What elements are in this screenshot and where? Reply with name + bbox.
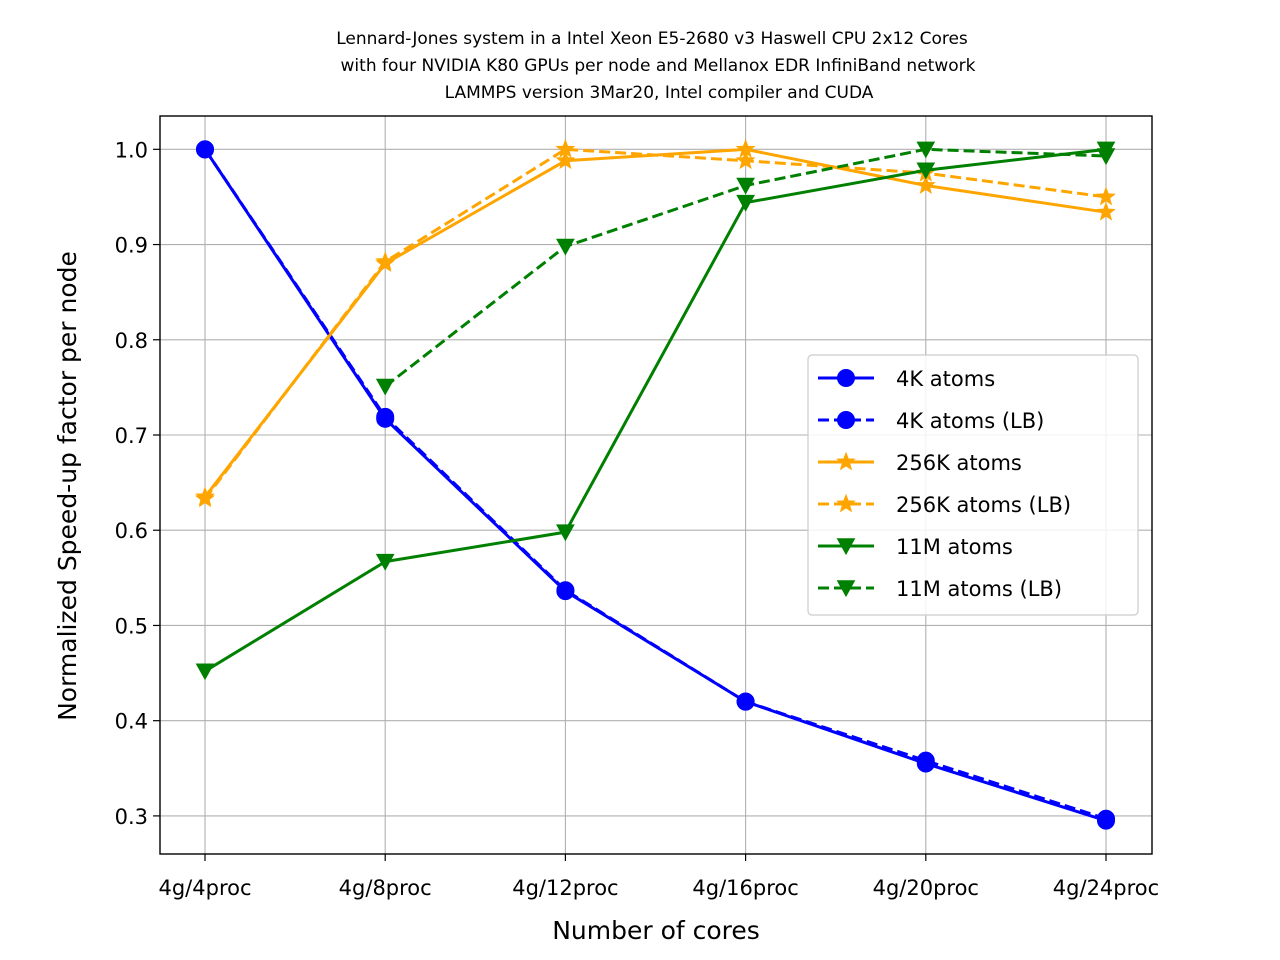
x-axis-label: Number of cores [552,916,760,945]
data-point [916,751,935,770]
series-layer [195,138,1116,830]
data-point [375,553,395,571]
legend-entry: 256K atoms (LB) [818,493,1071,517]
data-point [1096,186,1116,206]
legend-marker [837,369,855,387]
x-tick-label: 4g/12proc [512,876,618,900]
data-point [375,378,395,396]
y-tick-label: 0.9 [115,234,148,258]
legend-label: 256K atoms (LB) [896,493,1071,517]
legend-entry: 11M atoms [818,535,1013,559]
legend-label: 4K atoms (LB) [896,409,1044,433]
data-point [916,162,936,180]
data-point [736,194,755,212]
title-line-3: LAMMPS version 3Mar20, Intel compiler an… [445,83,874,103]
data-point [736,692,755,711]
x-tick-label: 4g/24proc [1053,876,1159,900]
legend-entry: 256K atoms [818,451,1022,475]
data-point [556,581,575,600]
legend-marker [837,411,855,429]
y-tick-label: 0.6 [115,519,148,543]
data-point [376,407,395,426]
legend-label: 11M atoms (LB) [896,577,1062,601]
y-tick-label: 0.3 [115,805,148,829]
ticks: 4g/4proc 4g/8proc 4g/12proc 4g/16proc 4g/20p… [115,138,1160,900]
data-point [916,141,936,159]
x-tick-label: 4g/20proc [873,876,979,900]
data-point [735,150,756,170]
series-line [204,147,1107,673]
data-point [915,175,936,194]
data-point [1096,201,1116,221]
legend-label: 11M atoms [896,535,1013,559]
y-tick-label: 0.4 [115,710,148,734]
plot-frame [159,115,1153,855]
x-tick-label: 4g/8proc [339,876,432,900]
chart-title: Lennard-Jones system in a Intel Xeon E5-… [336,29,975,103]
title-line-2: with four NVIDIA K80 GPUs per node and M… [341,56,976,76]
data-point [196,140,214,159]
legend: 4K atoms 4K atoms (LB) 256K atoms 256K atom… [807,354,1139,616]
legend-marker [836,538,856,556]
data-point [1096,148,1116,166]
data-point [195,488,215,508]
x-tick-label: 4g/4proc [158,876,251,900]
data-point [375,251,396,271]
y-axis-label: Normalized Speed-up factor per node [53,251,82,721]
legend-box [807,354,1139,616]
series-1 [196,140,1115,828]
data-point [556,238,575,256]
legend-marker [836,580,856,598]
y-tick-label: 0.8 [115,329,148,353]
series-5 [375,141,1116,396]
y-tick-label: 1.0 [115,138,148,162]
y-tick-label: 0.5 [115,614,148,638]
data-point [555,150,576,170]
legend-entry: 4K atoms (LB) [818,409,1044,433]
series-4 [195,141,1116,681]
series-line [203,147,1107,500]
legend-marker [836,451,856,471]
data-point [555,138,576,158]
legend-entry: 4K atoms [818,367,995,391]
title-line-1: Lennard-Jones system in a Intel Xeon E5-… [336,29,968,49]
y-tick-label: 0.7 [115,424,148,448]
data-point [556,524,575,542]
x-tick-label: 4g/16proc [692,876,798,900]
series-line [203,148,1107,821]
legend-label: 256K atoms [896,451,1022,475]
legend-entry: 11M atoms (LB) [818,577,1062,601]
legend-label: 4K atoms [896,367,995,391]
data-point [1097,809,1115,828]
legend-marker [836,493,856,513]
data-point [736,177,755,195]
data-point [195,663,215,681]
